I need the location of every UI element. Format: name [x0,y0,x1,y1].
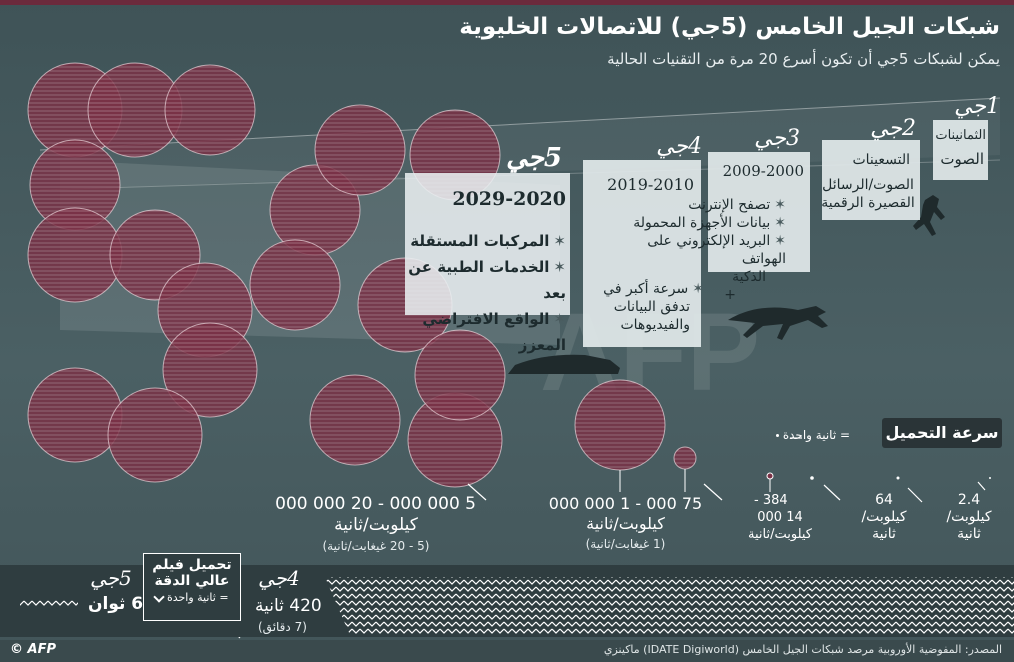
feature-5g-item: ✶الخدمات الطبية عن بعد [408,258,566,302]
feature-4g-line-3: والفيديوهات [620,317,690,333]
panel-4g [583,160,701,347]
star-icon: ✶ [774,215,786,231]
speed-label-5g: 5 000 000 - 20 000 000 كيلوبت/ثانية (5 -… [275,494,476,553]
feature-5g-item: ✶المركبات المستقلة [410,232,566,250]
feature-1g-item: الصوت [940,150,984,168]
feature-3g-item: ✶تصفح الإنترنت [688,197,786,213]
feature-4g-line-1: ✶سرعة أكبر في [603,281,704,297]
feature-1g: الصوت [940,150,984,168]
cheetah-silhouette [728,306,828,340]
speed-label-4g: 75 000 - 1 000 000 كيلوبت/ثانية (1 غيغاب… [548,494,703,551]
arrow-icon [823,484,841,501]
network-cell [309,374,401,466]
star-icon: ✶ [774,233,786,249]
era-5g: 2029-2020 [452,188,566,210]
gen-label-2g: 2جي [870,116,916,141]
source-footer: المصدر: المفوضية الأوروبية مرصد شبكات ال… [0,640,1014,662]
era-2g: التسعينات [852,152,910,168]
car-silhouette [508,354,620,374]
star-icon: ✶ [553,232,566,250]
hd-5g-label: 5جي [90,566,132,590]
panel-1g [933,120,988,180]
era-3g: 2009-2000 [722,162,804,180]
gen-label-5g: 5جي [506,143,562,173]
hd-4g-time: 420 ثانية [255,596,322,616]
network-cell [107,387,203,483]
speed-dot-1g [989,477,991,479]
hd-movie-box: تحميل فيلم عالي الدقة = ثانية واحدة [143,553,241,621]
arrow-icon [907,487,923,503]
page-title: شبكات الجيل الخامس (5جي) للاتصالات الخلي… [459,14,1000,40]
era-4g: 2019-2010 [607,175,694,194]
panel-3g [708,152,810,272]
5g-seconds-blocks [20,599,78,607]
feature-4g-line-2: تدفق البيانات [613,299,690,315]
gen-label-3g: 3جي [754,126,800,151]
feature-3g-item: ✶بيانات الأجهزة المحمولة [633,215,786,231]
feature-list-3g: ✶تصفح الإنترنت ✶بيانات الأجهزة المحمولة … [616,196,786,304]
speed-dot-3g-low [766,472,774,480]
network-cell [162,322,258,418]
hd-movie-title-line-1: تحميل فيلم [152,557,232,573]
seconds-pictogram [20,577,1014,635]
download-speed-title: سرعة التحميل [882,418,1002,448]
arrow-icon [977,481,986,491]
feature-list-4g: ✶سرعة أكبر في تدفق البيانات والفيديوهات [594,280,704,334]
feature-list-5g: ✶المركبات المستقلة ✶الخدمات الطبية عن بع… [396,228,566,358]
hd-5g-time: 6 ثوان [88,594,144,614]
arrow-icon [467,483,487,501]
feature-5g-item: ✶الواقع الافتراضي المعزز [422,310,566,354]
panel-5g [405,173,570,315]
era-1g: الثمانينات [935,128,986,143]
speed-dot-2g-64 [896,476,900,480]
plus-sign: + [724,287,736,303]
network-cell [164,64,256,156]
speed-dot-2g [810,476,814,480]
feature-3g-item-cont: الذكية [732,269,766,285]
panel-2g [822,140,920,220]
speed-label-1g: 2.4 كيلوبت/ ثانية [946,492,992,542]
star-icon: ✶ [553,310,566,328]
feature-2g-line-1: الصوت/الرسائل [822,177,914,193]
runner-silhouette [913,195,945,236]
star-icon: ✶ [553,258,566,276]
star-icon: ✶ [692,281,704,297]
hd-4g-label: 4جي [258,566,300,590]
network-cell [314,104,406,196]
hd-movie-legend: = ثانية واحدة [144,591,240,604]
feature-2g-line-2: القصيرة الرقمية [821,195,915,211]
source-text: المصدر: المفوضية الأوروبية مرصد شبكات ال… [603,643,1002,656]
hd-movie-band [0,565,1014,637]
dot-icon [776,434,779,437]
hd-movie-title-line-2: عالي الدقة [154,573,230,589]
chevron-icon [153,591,166,603]
feature-3g-item: ✶البريد الإلكتروني على الهواتف [647,233,786,267]
feature-2g: الصوت/الرسائل القصيرة الرقمية [820,176,916,212]
star-icon: ✶ [774,197,786,213]
top-accent-bar [0,0,1014,5]
hd-4g-alt: (7 دقائق) [258,620,307,634]
page-subtitle: يمكن لشبكات 5جي أن تكون أسرع 20 مرة من ا… [607,50,1000,68]
arrow-icon [703,483,723,501]
4g-seconds-blocks [325,577,1014,635]
network-cell [414,329,506,421]
gen-label-1g: 1جي [954,94,1000,119]
speed-label-3g: 384 - 14 000 كيلوبت/ثانية [748,493,812,542]
network-cell [249,239,341,331]
gen-label-4g: 4جي [656,134,702,159]
afp-logo: © AFP [10,642,56,657]
speed-label-2g: 64 كيلوبت/ ثانية [861,492,907,542]
